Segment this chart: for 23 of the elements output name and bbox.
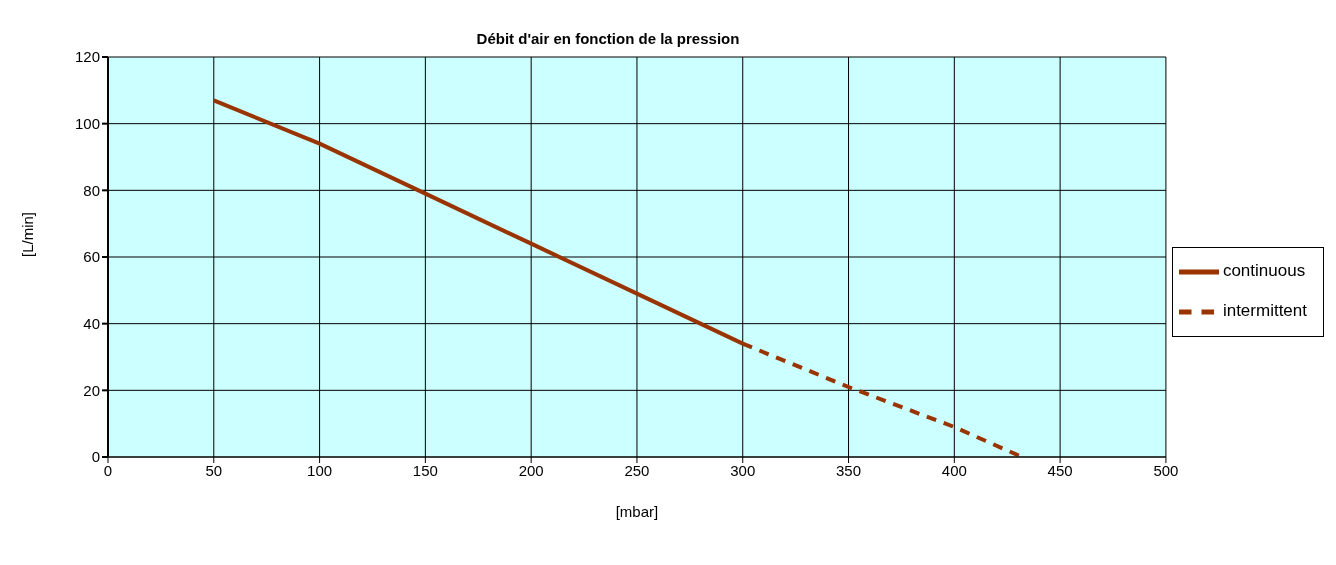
x-tick-label: 300 (730, 461, 756, 479)
y-tick-label: 0 (91, 448, 100, 466)
y-tick-label: 80 (83, 181, 100, 199)
y-tick-label: 100 (74, 114, 100, 132)
chart-subtitle: Débit d'air en fonction de la pression (475, 30, 741, 47)
x-tick-label: 0 (103, 461, 113, 479)
x-tick-label: 400 (941, 461, 967, 479)
x-tick-label: 450 (1047, 461, 1073, 479)
y-axis-title: [L/min] (19, 211, 37, 257)
x-tick-label: 100 (307, 461, 333, 479)
y-tick-label: 120 (74, 48, 100, 66)
legend-label: intermittent (1222, 301, 1307, 321)
x-tick-label: 50 (205, 461, 223, 479)
y-tick-label: 40 (83, 314, 100, 332)
legend-label: continuous (1222, 261, 1306, 281)
x-tick-label: 350 (836, 461, 862, 479)
x-tick-label: 500 (1153, 461, 1179, 479)
x-tick-label: 200 (518, 461, 544, 479)
y-tick-label: 20 (83, 381, 100, 399)
x-axis-title: [mbar] (615, 503, 659, 520)
x-tick-label: 250 (624, 461, 650, 479)
y-tick-label: 60 (83, 248, 100, 266)
x-tick-label: 150 (412, 461, 438, 479)
